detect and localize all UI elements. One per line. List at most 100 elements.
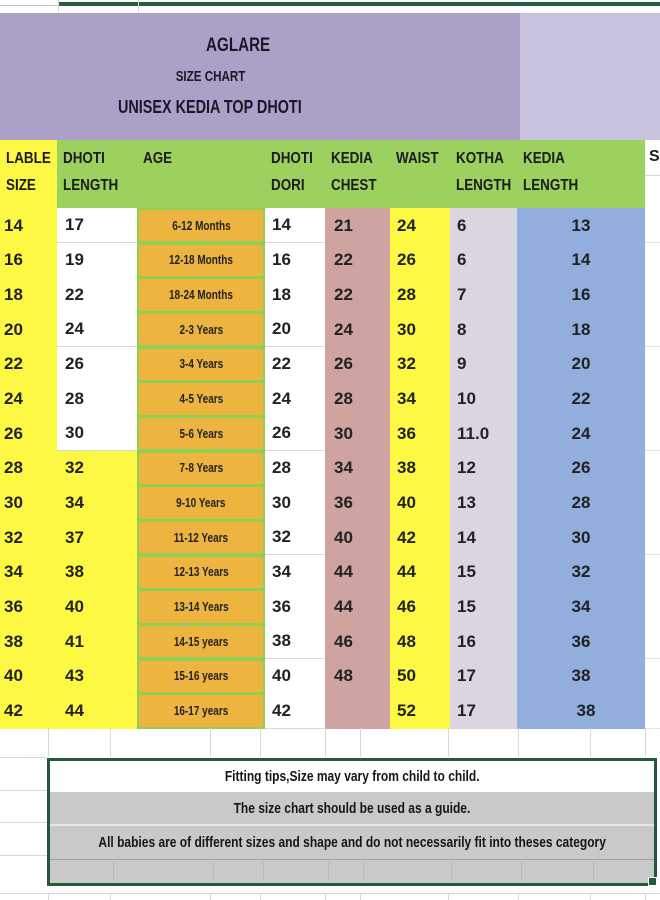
cell-kedia-chest[interactable]: 44 — [325, 554, 390, 591]
cell-kedia-length[interactable]: 28 — [517, 485, 645, 521]
cell-dhoti-dori[interactable]: 34 — [265, 554, 325, 591]
cell-kotha-length[interactable]: 6 — [450, 242, 517, 279]
cell-kedia-chest[interactable]: 22 — [325, 277, 390, 313]
cell-dhoti-length[interactable]: 44 — [57, 693, 137, 729]
cell-waist[interactable]: 24 — [390, 208, 450, 244]
cell-empty-right[interactable] — [645, 520, 660, 556]
note-guide[interactable]: The size chart should be used as a guide… — [50, 792, 654, 824]
cell-dhoti-length[interactable]: 40 — [57, 589, 137, 625]
cell-kedia-chest[interactable]: 36 — [325, 485, 390, 521]
cell-dhoti-length[interactable]: 41 — [57, 624, 137, 660]
cell-waist[interactable]: 44 — [390, 554, 450, 591]
cell-lable-size[interactable]: 38 — [0, 624, 57, 660]
cell-kedia-length[interactable]: 24 — [517, 416, 645, 452]
cell-dhoti-length[interactable]: 32 — [57, 450, 137, 487]
header-cell-dhoti-dori[interactable]: DHOTI DORI — [265, 140, 325, 208]
cell-dhoti-length[interactable]: 43 — [57, 658, 137, 695]
cell-waist[interactable]: 40 — [390, 485, 450, 521]
note-category[interactable]: All babies are of different sizes and sh… — [50, 824, 654, 859]
cell-kedia-chest[interactable]: 44 — [325, 589, 390, 625]
title-cell[interactable]: AGLARE SIZE CHART UNISEX KEDIA TOP DHOTI — [0, 13, 660, 140]
cell-waist[interactable]: 30 — [390, 312, 450, 348]
cell-kedia-chest[interactable] — [325, 693, 390, 729]
cell-empty-right[interactable] — [645, 346, 660, 383]
cell-dhoti-length[interactable]: 38 — [57, 554, 137, 591]
cell-kedia-chest[interactable]: 28 — [325, 381, 390, 417]
cell-lable-size[interactable]: 34 — [0, 554, 57, 591]
cell-dhoti-dori[interactable]: 36 — [265, 589, 325, 625]
cell-dhoti-dori[interactable]: 28 — [265, 450, 325, 487]
cell-kotha-length[interactable]: 14 — [450, 520, 517, 556]
cell-age[interactable]: 11-12 Years — [137, 520, 265, 556]
cell-kedia-chest[interactable]: 26 — [325, 346, 390, 383]
cell-dhoti-dori[interactable]: 32 — [265, 520, 325, 556]
cell-kedia-chest[interactable]: 40 — [325, 520, 390, 556]
cell-kotha-length[interactable]: 17 — [450, 693, 517, 729]
cell-waist[interactable]: 42 — [390, 520, 450, 556]
cell-dhoti-dori[interactable]: 26 — [265, 416, 325, 452]
cell-lable-size[interactable]: 24 — [0, 381, 57, 417]
cell-empty-right[interactable] — [645, 554, 660, 591]
cell-dhoti-dori[interactable]: 20 — [265, 312, 325, 348]
title-cell-right-part[interactable] — [520, 13, 660, 140]
cell-age[interactable]: 3-4 Years — [137, 346, 265, 383]
cell-kedia-length[interactable]: 38 — [517, 658, 645, 695]
cell-dhoti-length[interactable]: 19 — [57, 242, 137, 279]
cell-age[interactable]: 7-8 Years — [137, 450, 265, 487]
cell-age[interactable]: 16-17 years — [137, 693, 265, 729]
cell-kedia-length[interactable]: 36 — [517, 624, 645, 660]
cell-kotha-length[interactable]: 8 — [450, 312, 517, 348]
cell-dhoti-dori[interactable]: 22 — [265, 346, 325, 383]
cell-lable-size[interactable]: 36 — [0, 589, 57, 625]
cell-kedia-length[interactable]: 22 — [517, 381, 645, 417]
cell-lable-size[interactable]: 32 — [0, 520, 57, 556]
cell-empty-right[interactable] — [645, 416, 660, 452]
cell-dhoti-length[interactable]: 17 — [57, 208, 137, 244]
cell-dhoti-length[interactable]: 22 — [57, 277, 137, 313]
selection-fill-handle[interactable] — [648, 877, 657, 886]
cell-waist[interactable]: 50 — [390, 658, 450, 695]
header-cell-age[interactable]: AGE — [137, 140, 265, 208]
cell-kedia-length[interactable]: 38 — [517, 693, 655, 729]
cell-age[interactable]: 9-10 Years — [137, 485, 265, 521]
cell-age[interactable]: 18-24 Months — [137, 277, 265, 313]
cell-dhoti-dori[interactable]: 40 — [265, 658, 325, 695]
cell-kedia-length[interactable]: 32 — [517, 554, 645, 591]
cell-age[interactable]: 5-6 Years — [137, 416, 265, 452]
cell-lable-size[interactable]: 28 — [0, 450, 57, 487]
cell-kedia-chest[interactable]: 22 — [325, 242, 390, 279]
cell-age[interactable]: 2-3 Years — [137, 312, 265, 348]
cell-kedia-chest[interactable]: 24 — [325, 312, 390, 348]
cell-kedia-length[interactable]: 13 — [517, 208, 645, 244]
cell-age[interactable]: 14-15 years — [137, 624, 265, 660]
cell-kedia-chest[interactable]: 21 — [325, 208, 390, 244]
cell-kedia-length[interactable]: 26 — [517, 450, 645, 487]
cell-kedia-chest[interactable]: 30 — [325, 416, 390, 452]
cell-lable-size[interactable]: 20 — [0, 312, 57, 348]
cell-kedia-length[interactable]: 18 — [517, 312, 645, 348]
cell-age[interactable]: 6-12 Months — [137, 208, 265, 244]
header-cell-waist[interactable]: WAIST — [390, 140, 450, 208]
cell-dhoti-dori[interactable]: 24 — [265, 381, 325, 417]
cell-kotha-length[interactable]: 13 — [450, 485, 517, 521]
cell-waist[interactable]: 48 — [390, 624, 450, 660]
header-cell-kotha-length[interactable]: KOTHA LENGTH — [450, 140, 517, 208]
cell-dhoti-dori[interactable]: 38 — [265, 624, 325, 660]
cell-dhoti-length[interactable]: 28 — [57, 381, 137, 417]
cell-kotha-length[interactable]: 15 — [450, 554, 517, 591]
cell-kotha-length[interactable]: 16 — [450, 624, 517, 660]
cell-age[interactable]: 13-14 Years — [137, 589, 265, 625]
header-cell-kedia-chest[interactable]: KEDIA CHEST — [325, 140, 390, 208]
cell-waist[interactable]: 46 — [390, 589, 450, 625]
cell-lable-size[interactable]: 14 — [0, 208, 57, 244]
cell-dhoti-dori[interactable]: 30 — [265, 485, 325, 521]
cell-dhoti-length[interactable]: 26 — [57, 346, 137, 383]
cell-kedia-length[interactable]: 20 — [517, 346, 645, 383]
note-fitting-tips[interactable]: Fitting tips,Size may vary from child to… — [50, 761, 654, 792]
cell-lable-size[interactable]: 22 — [0, 346, 57, 383]
cell-lable-size[interactable]: 16 — [0, 242, 57, 279]
cell-waist[interactable]: 26 — [390, 242, 450, 279]
cell-kotha-length[interactable]: 11.0 — [450, 416, 517, 452]
cell-empty-right[interactable] — [645, 208, 660, 244]
cell-lable-size[interactable]: 42 — [0, 693, 57, 729]
